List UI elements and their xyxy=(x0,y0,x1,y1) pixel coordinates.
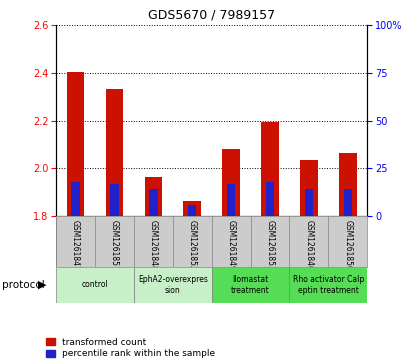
Text: GSM1261850: GSM1261850 xyxy=(343,220,352,271)
Bar xyxy=(300,160,317,216)
Text: GSM1261847: GSM1261847 xyxy=(71,220,80,271)
Bar xyxy=(212,267,289,303)
Bar xyxy=(289,267,367,303)
Text: GSM1261853: GSM1261853 xyxy=(266,220,274,271)
Text: GSM1261846: GSM1261846 xyxy=(305,220,313,271)
Bar xyxy=(134,267,212,303)
Text: control: control xyxy=(82,281,108,289)
Bar xyxy=(266,182,274,216)
Bar xyxy=(188,205,196,216)
Bar xyxy=(339,153,356,216)
Bar xyxy=(71,182,80,216)
Bar xyxy=(144,177,162,216)
Text: protocol: protocol xyxy=(2,280,45,290)
Text: GSM1261849: GSM1261849 xyxy=(227,220,236,271)
Text: Rho activator Calp
eptin treatment: Rho activator Calp eptin treatment xyxy=(293,275,364,295)
Bar xyxy=(110,184,119,216)
Bar xyxy=(305,189,313,216)
Bar xyxy=(67,72,84,216)
Bar xyxy=(261,122,279,216)
Text: GSM1261848: GSM1261848 xyxy=(149,220,158,271)
Legend: transformed count, percentile rank within the sample: transformed count, percentile rank withi… xyxy=(46,338,215,359)
Bar xyxy=(106,89,123,216)
Bar xyxy=(183,200,201,216)
Bar xyxy=(149,189,158,216)
Text: GSM1261852: GSM1261852 xyxy=(188,220,197,271)
Bar xyxy=(222,149,240,216)
Bar xyxy=(344,189,352,216)
Text: EphA2-overexpres
sion: EphA2-overexpres sion xyxy=(138,275,208,295)
Bar xyxy=(227,184,235,216)
Text: ▶: ▶ xyxy=(38,280,46,290)
Text: GSM1261851: GSM1261851 xyxy=(110,220,119,271)
Title: GDS5670 / 7989157: GDS5670 / 7989157 xyxy=(148,8,275,21)
Text: Ilomastat
treatment: Ilomastat treatment xyxy=(231,275,270,295)
Bar xyxy=(56,267,134,303)
